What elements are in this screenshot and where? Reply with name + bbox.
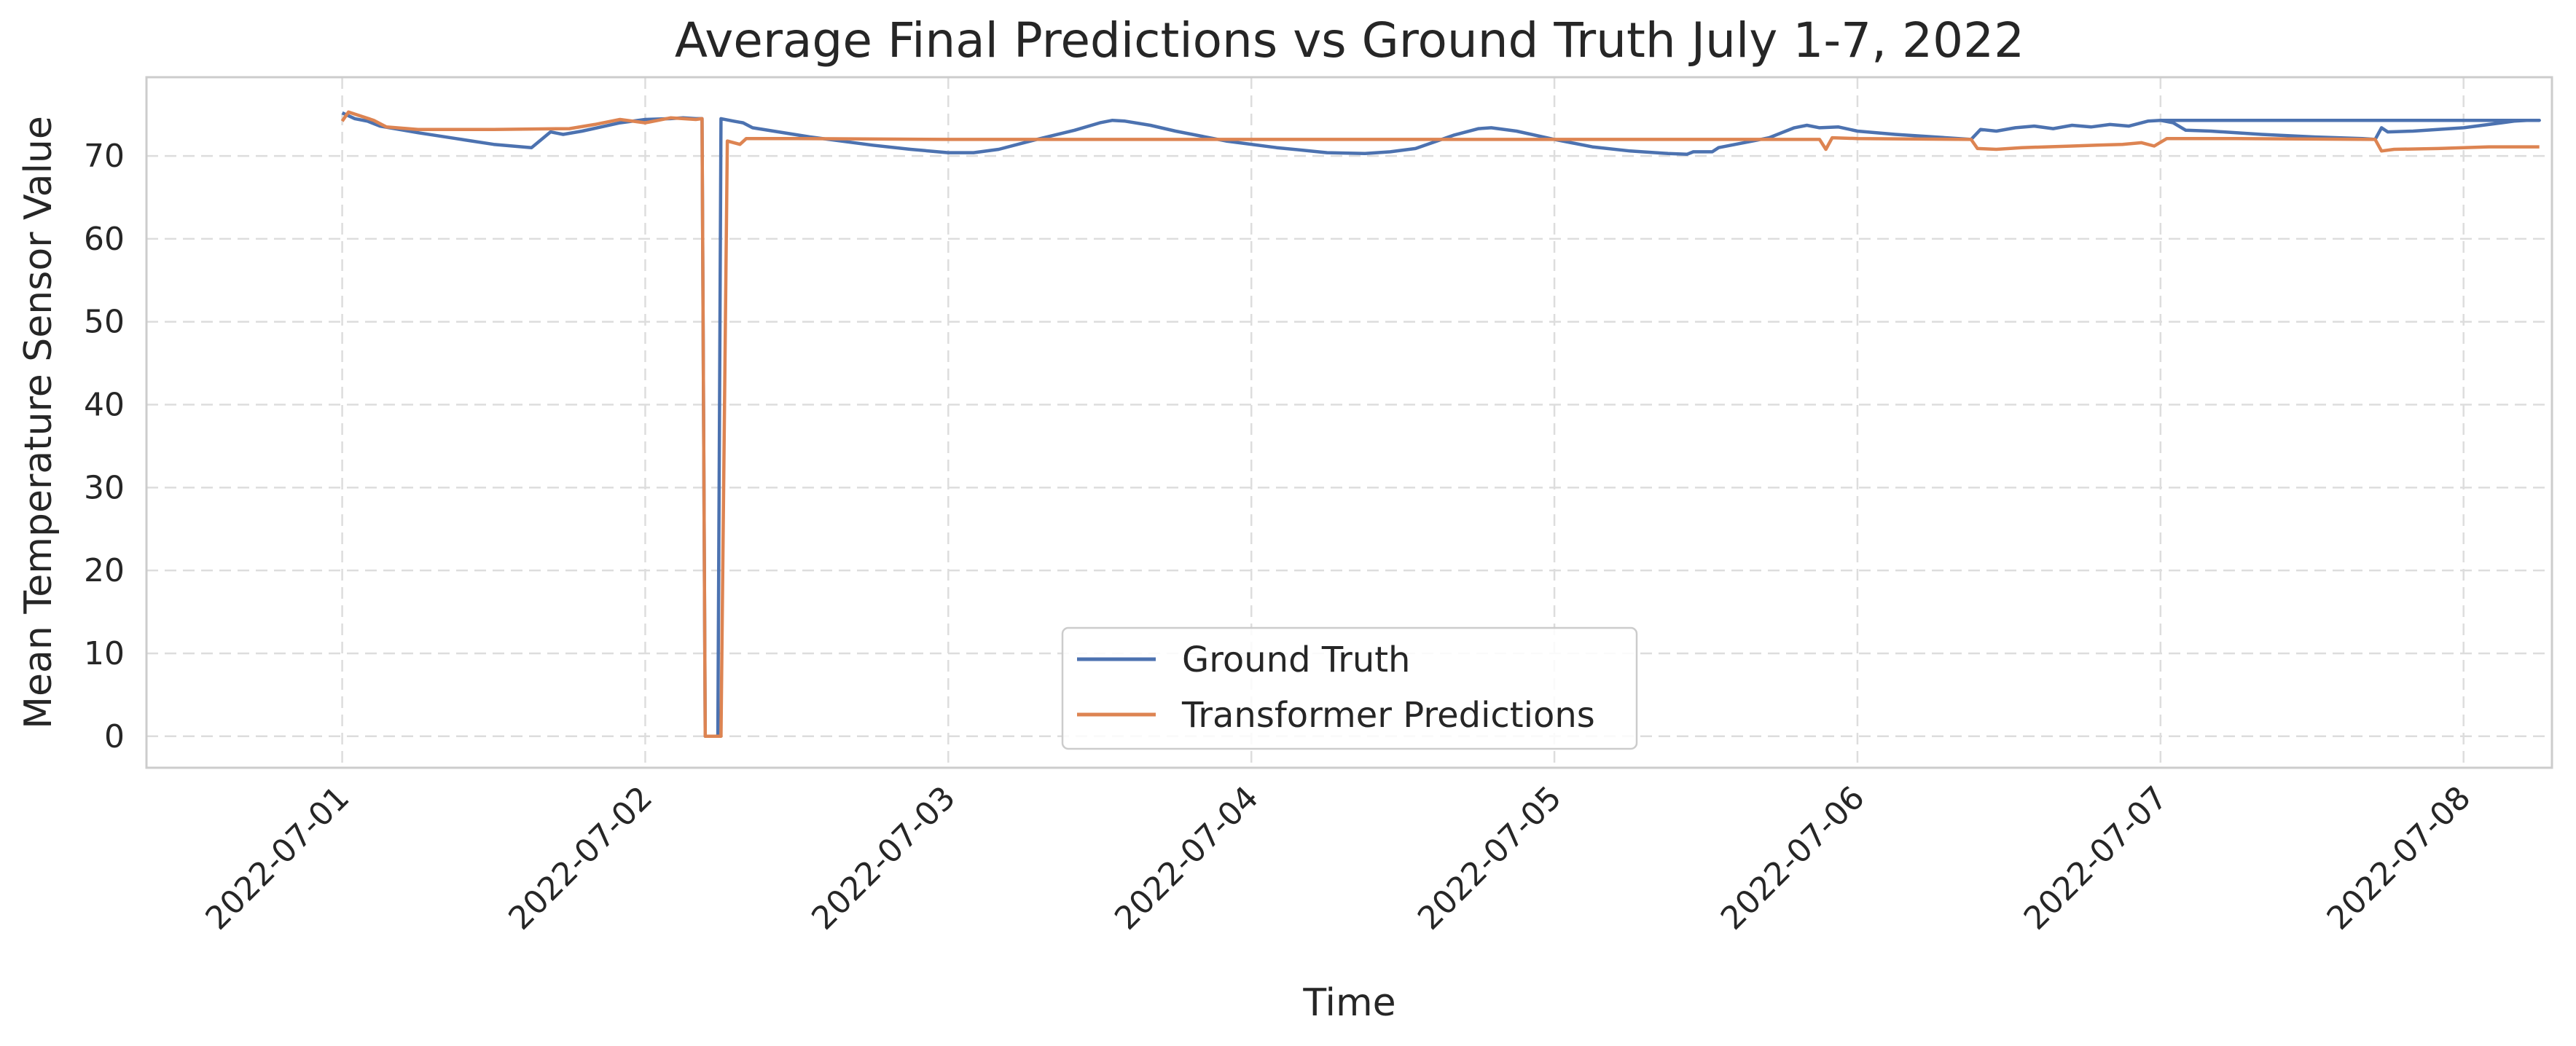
y-tick-label: 0	[104, 718, 125, 755]
plot-frame	[145, 76, 2553, 769]
legend-box	[1061, 626, 1638, 750]
y-tick-label: 40	[84, 387, 125, 424]
chart-title: Average Final Predictions vs Ground Trut…	[675, 12, 2024, 68]
y-tick-label: 50	[84, 304, 125, 341]
legend-label-transformer-predictions: Transformer Predictions	[1181, 695, 1595, 736]
y-tick-label: 20	[84, 552, 125, 589]
legend: Ground Truth Transformer Predictions	[1061, 626, 1638, 750]
y-tick-label: 70	[84, 138, 125, 175]
legend-label-ground-truth: Ground Truth	[1182, 640, 1410, 680]
y-tick-label: 60	[84, 221, 125, 258]
y-tick-label: 30	[84, 469, 125, 506]
series-line-transformer-predictions	[340, 110, 2540, 739]
series-layer	[340, 110, 2541, 739]
y-axis-label: Mean Temperature Sensor Value	[17, 116, 60, 729]
x-axis-label: Time	[1302, 981, 1395, 1025]
y-tick-label: 10	[84, 635, 125, 672]
